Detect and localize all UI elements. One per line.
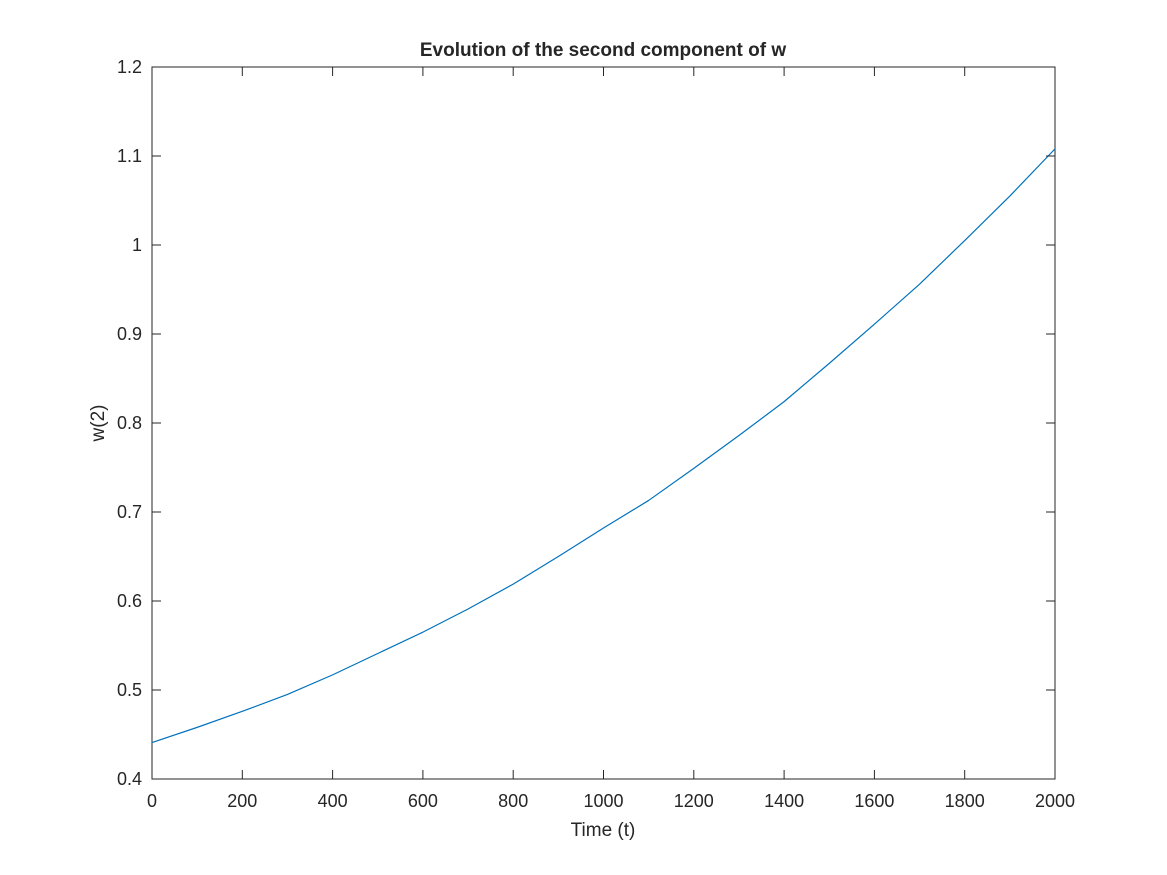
axes [151, 66, 1056, 780]
y-tick-label: 0.9 [117, 324, 142, 344]
x-axis-label: Time (t) [571, 820, 636, 841]
x-tick-label: 800 [498, 791, 528, 811]
x-tick-label: 1600 [854, 791, 894, 811]
y-tick-label: 0.6 [117, 591, 142, 611]
y-tick-label: 0.5 [117, 680, 142, 700]
chart-title: Evolution of the second component of w [420, 40, 786, 61]
y-tick-label: 0.4 [117, 769, 142, 789]
x-tick-label: 200 [227, 791, 257, 811]
x-tick-label: 1400 [764, 791, 804, 811]
x-tick-label: 1000 [583, 791, 623, 811]
x-tick-label: 400 [318, 791, 348, 811]
y-tick-label: 1.2 [117, 57, 142, 77]
y-tick-label: 1.1 [117, 146, 142, 166]
series-layer [151, 148, 1056, 744]
ticks: 0 200 400 600 800 1000 1200 1400 1600 1800 2000 0.4… [117, 57, 1075, 811]
series-line [151, 148, 1056, 744]
x-tick-label: 0 [147, 791, 157, 811]
plot-area-box [151, 66, 1056, 780]
y-tick-label: 0.8 [117, 413, 142, 433]
x-tick-label: 1800 [945, 791, 985, 811]
y-axis-label: w(2) [88, 405, 109, 443]
x-tick-label: 2000 [1035, 791, 1075, 811]
y-tick-label: 0.7 [117, 502, 142, 522]
x-tick-label: 1200 [674, 791, 714, 811]
y-tick-label: 1 [132, 235, 142, 255]
x-tick-label: 600 [408, 791, 438, 811]
